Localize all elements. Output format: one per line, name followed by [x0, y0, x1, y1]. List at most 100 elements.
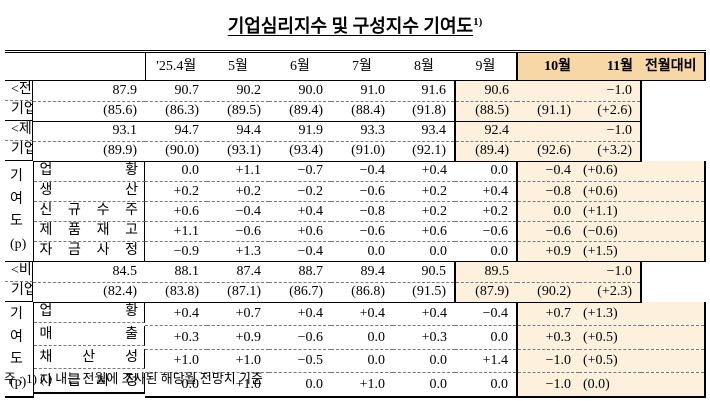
cell: 93.4 [393, 121, 455, 142]
cell: (87.9) [454, 282, 517, 303]
cell: 91.0 [331, 80, 393, 102]
cell: 90.0 [269, 80, 331, 102]
cell: +0.4 [393, 161, 455, 182]
footnote-mark: 1) [473, 16, 483, 28]
cell: +0.2 [207, 181, 269, 202]
cell: 0.0 [455, 372, 517, 399]
cell: +1.0 [207, 372, 269, 399]
header-blank [5, 50, 146, 81]
group-label: 기 여 도 (p) [5, 302, 34, 398]
cell: (89.4) [269, 101, 331, 122]
cell: −1.0 [516, 372, 579, 399]
cell: +0.3 [145, 325, 207, 350]
cell: (+0.5) [579, 325, 641, 350]
cell: 90.6 [454, 80, 517, 102]
cell: −1.0 [579, 261, 642, 283]
row: 생 산 +0.2 +0.2 −0.2 −0.6 +0.2 +0.4 −0.8 (+0.6) [5, 181, 706, 202]
cell: −0.6 [269, 325, 331, 350]
cell: +0.6 [393, 221, 455, 242]
cell: −1.0 [516, 349, 579, 374]
row: 신 규 수 주 +0.6 −0.4 +0.4 −0.8 +0.2 +0.2 0.0 (+1.1) [5, 201, 706, 222]
cell: (82.4) [33, 282, 145, 303]
cell: 89.5 [454, 261, 517, 283]
cell-empty [641, 349, 706, 374]
cell: −0.6 [516, 221, 579, 242]
cell: (86.8) [331, 282, 393, 303]
cell: −0.4 [455, 302, 517, 327]
cell: (93.4) [269, 141, 331, 162]
row-label: < 비 제 조 업 > [5, 262, 33, 282]
cell: −0.7 [269, 161, 331, 182]
cell: +0.4 [331, 302, 393, 327]
row-label: < 제 조 업 > [5, 121, 33, 141]
cell: 94.7 [145, 121, 207, 142]
cell: 0.0 [331, 241, 393, 262]
cell: −0.8 [516, 181, 579, 202]
cell: −0.2 [269, 181, 331, 202]
cell: 0.0 [331, 349, 393, 374]
cell: 0.0 [455, 241, 517, 262]
cell: (83.8) [145, 282, 207, 303]
header-row: '25.4월 5월 6월 7월 8월 9월 10월 11월 전월대비 [5, 50, 706, 81]
row-label: < 전 산 업 > [5, 81, 33, 101]
cell: +0.2 [393, 201, 455, 222]
cell: 91.9 [269, 121, 331, 142]
row: 제 품 재 고 +1.1 −0.6 +0.6 −0.6 +0.6 −0.6 −0.6 (−0.6) [5, 221, 706, 242]
cell: (89.9) [33, 141, 145, 162]
cell: (86.3) [145, 101, 207, 122]
footnote: 주 : 1) ( ) 내는 전월에 조사된 해당월 전망치 기준 [4, 371, 263, 386]
cell-empty [641, 201, 706, 222]
cell: +0.3 [516, 325, 579, 350]
cell: 0.0 [269, 372, 331, 399]
cell: (0.0) [579, 372, 641, 399]
cell: (91.8) [393, 101, 455, 122]
cell: 0.0 [145, 161, 207, 182]
cell: −0.4 [207, 201, 269, 222]
column-header: '25.4월 [145, 50, 207, 81]
group-label-text: 기 여 도 (p) [10, 307, 27, 390]
title-block: 기업심리지수 및 구성지수 기여도1) [0, 12, 710, 38]
cell: −0.6 [331, 181, 393, 202]
cell: (91.1) [517, 101, 579, 122]
cell: (+2.3) [579, 282, 642, 303]
cell: (93.1) [207, 141, 269, 162]
cell: (89.4) [454, 141, 517, 162]
cell: (88.5) [454, 101, 517, 122]
cell: 89.4 [331, 261, 393, 283]
cell: 0.0 [516, 201, 579, 222]
cell: (91.5) [393, 282, 455, 303]
cell: +0.4 [269, 302, 331, 327]
cell: +0.6 [145, 201, 207, 222]
cell-empty [641, 325, 706, 350]
cell-empty [517, 121, 579, 142]
row: 자 금 사 정 0.0 +1.0 0.0 +1.0 0.0 0.0 −1.0 (0.0) [5, 372, 706, 399]
cell: (89.5) [207, 101, 269, 122]
column-header: 10월 [516, 50, 579, 81]
row: < 제 조 업 >93.194.794.491.993.393.492.4 −1.… [5, 121, 705, 142]
row-label: 기업심리지수 [5, 101, 33, 121]
column-header: 5월 [207, 50, 269, 81]
cell: (+1.5) [579, 241, 641, 262]
cell: +0.3 [393, 325, 455, 350]
cell: (+1.3) [579, 302, 641, 327]
cell: −0.4 [269, 241, 331, 262]
cell: (86.7) [269, 282, 331, 303]
cell: +1.0 [207, 349, 269, 374]
cell: +0.4 [269, 201, 331, 222]
cell: −0.9 [145, 241, 207, 262]
column-header: 7월 [331, 50, 393, 81]
cell: 0.0 [455, 161, 517, 182]
cell-empty [641, 372, 706, 399]
title: 기업심리지수 및 구성지수 기여도 [227, 16, 474, 36]
column-header: 6월 [269, 50, 331, 81]
cell: (+2.6) [579, 101, 642, 122]
cell: −0.8 [331, 201, 393, 222]
cell: 94.4 [207, 121, 269, 142]
cell-empty [641, 241, 706, 262]
